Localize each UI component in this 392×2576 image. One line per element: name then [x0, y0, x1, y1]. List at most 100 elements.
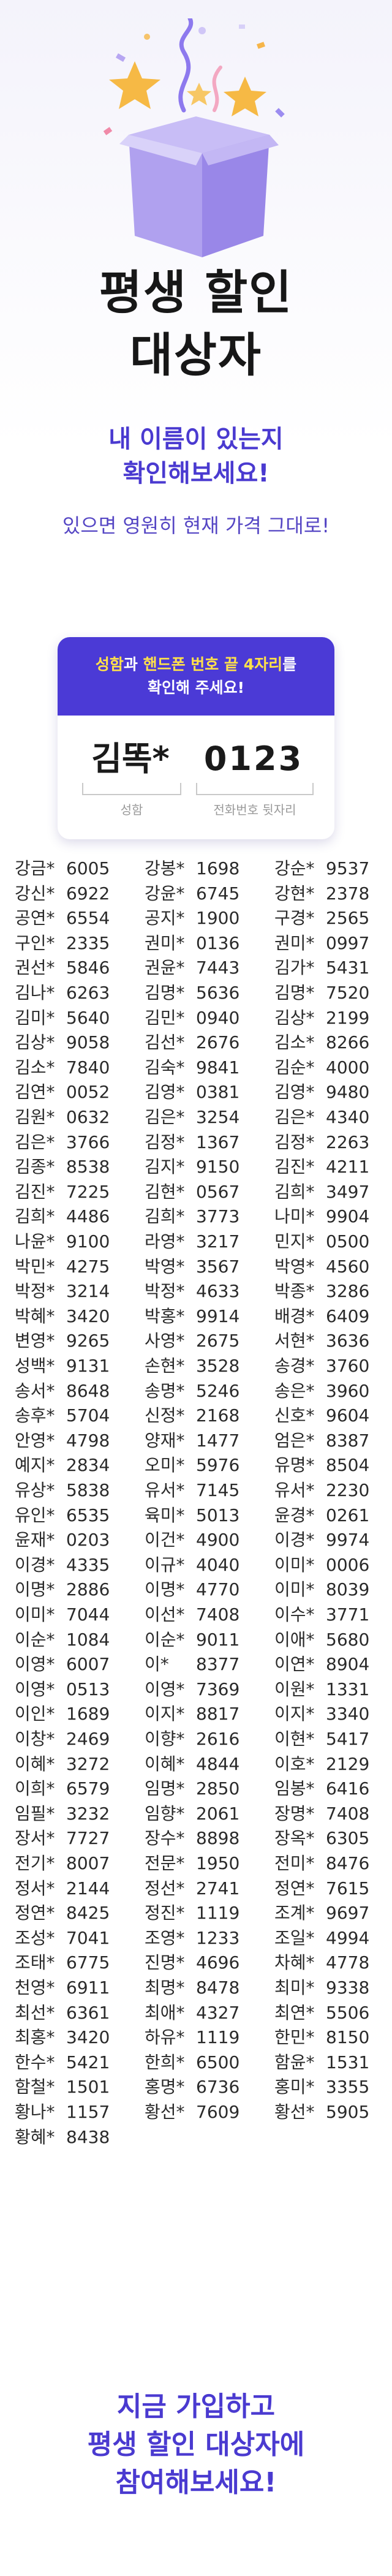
entry-number: 7225	[66, 1182, 110, 1202]
entry-number: 1477	[196, 1430, 240, 1451]
list-item: 송명* 5246	[145, 1380, 247, 1402]
entry-number: 0136	[196, 933, 240, 953]
list-item: 예지* 2834	[15, 1454, 118, 1476]
entry-number: 8476	[326, 1853, 370, 1873]
list-item: 김나* 6263	[15, 982, 118, 1004]
entry-number: 0997	[326, 933, 370, 953]
list-item: 이희* 6579	[15, 1778, 118, 1800]
entry-name: 오미*	[145, 1455, 185, 1475]
entry-number: 1157	[66, 2102, 110, 2122]
list-item: 이창* 2469	[15, 1728, 118, 1750]
entry-name: 이규*	[145, 1555, 185, 1575]
entry-name: 차혜*	[274, 1952, 315, 1973]
entry-name: 김가*	[274, 958, 315, 978]
entry-name: 최홍*	[15, 2027, 55, 2047]
list-item: 정선* 2741	[145, 1878, 247, 1900]
list-item: 송경* 3760	[274, 1355, 377, 1377]
entry-name: 김희*	[274, 1182, 315, 1202]
list-item: 이현* 5417	[274, 1728, 377, 1750]
list-item: 전기* 8007	[15, 1853, 118, 1875]
list-item: 강봉* 1698	[145, 858, 247, 880]
entry-name: 김영*	[274, 1082, 315, 1102]
list-item: 강윤* 6745	[145, 883, 247, 905]
entry-number: 1501	[66, 2077, 110, 2097]
list-item: 송후* 5704	[15, 1405, 118, 1427]
entry-name: 박종*	[274, 1281, 315, 1301]
entry-name: 사영*	[145, 1331, 185, 1351]
entry-number: 5838	[66, 1480, 110, 1500]
card-header-line1: 성함과 핸드폰 번호 끝 4자리를	[58, 654, 334, 675]
entry-name: 변영*	[15, 1331, 55, 1351]
list-item: 정연* 8425	[15, 1902, 118, 1924]
entry-number: 7443	[196, 958, 240, 978]
entry-number: 4560	[326, 1256, 370, 1277]
list-item: 조태* 6775	[15, 1952, 118, 1974]
entry-number: 3340	[326, 1704, 370, 1724]
entry-name: 이영*	[15, 1679, 55, 1699]
list-item: 이수* 3771	[274, 1604, 377, 1626]
entry-name: 성백*	[15, 1356, 55, 1376]
entry-number: 6736	[196, 2077, 240, 2097]
entry-number: 3286	[326, 1281, 370, 1301]
list-item: 안영* 4798	[15, 1430, 118, 1452]
header-connector: 과	[123, 655, 143, 673]
entry-name: 김은*	[145, 1107, 185, 1127]
list-item: 정진* 1119	[145, 1902, 247, 1924]
entry-number: 9011	[196, 1630, 240, 1650]
list-item: 이경* 4335	[15, 1554, 118, 1576]
list-item: 김정* 2263	[274, 1131, 377, 1154]
subtitle-line1: 내 이름이 있는지	[108, 425, 284, 453]
entry-name: 김희*	[15, 1206, 55, 1226]
entry-name: 장서*	[15, 1828, 55, 1848]
entry-name: 정진*	[145, 1903, 185, 1923]
list-item: 최선* 6361	[15, 2002, 118, 2024]
entry-number: 2378	[326, 883, 370, 904]
entry-name: 엄은*	[274, 1430, 315, 1451]
list-item: 민지* 0500	[274, 1231, 377, 1253]
list-item: 김진* 7225	[15, 1181, 118, 1203]
list-item: 박정* 3214	[15, 1280, 118, 1302]
list-item: 신호* 9604	[274, 1405, 377, 1427]
entry-number: 3960	[326, 1381, 370, 1401]
entry-number: 5636	[196, 983, 240, 1003]
entry-name: 함윤*	[274, 2052, 315, 2072]
entry-number: 4211	[326, 1157, 370, 1177]
entry-name: 송경*	[274, 1356, 315, 1376]
entry-number: 5246	[196, 1381, 240, 1401]
list-item: 박민* 4275	[15, 1256, 118, 1278]
entry-name: 김원*	[15, 1107, 55, 1127]
entry-number: 0381	[196, 1082, 240, 1102]
entry-name: 최연*	[274, 2003, 315, 2023]
list-item: 이원* 1331	[274, 1679, 377, 1701]
list-item: 한희* 6500	[145, 2052, 247, 2074]
entry-name: 이선*	[145, 1604, 185, 1625]
list-item: 이지* 8817	[145, 1703, 247, 1725]
list-item: 황나* 1157	[15, 2101, 118, 2123]
entry-number: 4798	[66, 1430, 110, 1451]
entry-number: 2886	[66, 1579, 110, 1600]
subtitle-line2: 확인해보세요!	[123, 459, 270, 488]
entry-name: 함철*	[15, 2077, 55, 2097]
list-item: 김은* 3766	[15, 1131, 118, 1154]
entry-number: 3771	[326, 1604, 370, 1625]
entry-name: 박민*	[15, 1256, 55, 1277]
entry-name: 정연*	[15, 1903, 55, 1923]
entry-number: 4994	[326, 1928, 370, 1948]
list-item: 이향* 2616	[145, 1728, 247, 1750]
entry-name: 이*	[145, 1654, 169, 1674]
entry-number: 6745	[196, 883, 240, 904]
entry-number: 6263	[66, 983, 110, 1003]
entry-number: 8904	[326, 1654, 370, 1674]
entry-name: 김영*	[145, 1082, 185, 1102]
entry-number: 4275	[66, 1256, 110, 1277]
entry-number: 1119	[196, 2027, 240, 2047]
entry-name: 이미*	[15, 1604, 55, 1625]
entry-number: 9150	[196, 1157, 240, 1177]
entry-number: 6911	[66, 1977, 110, 1998]
entry-name: 김선*	[145, 1032, 185, 1052]
list-item: 조계* 9697	[274, 1902, 377, 1924]
list-item: 장수* 8898	[145, 1827, 247, 1849]
list-item: 박혜* 3420	[15, 1305, 118, 1328]
entry-number: 8007	[66, 1853, 110, 1873]
entry-name: 황선*	[274, 2102, 315, 2122]
